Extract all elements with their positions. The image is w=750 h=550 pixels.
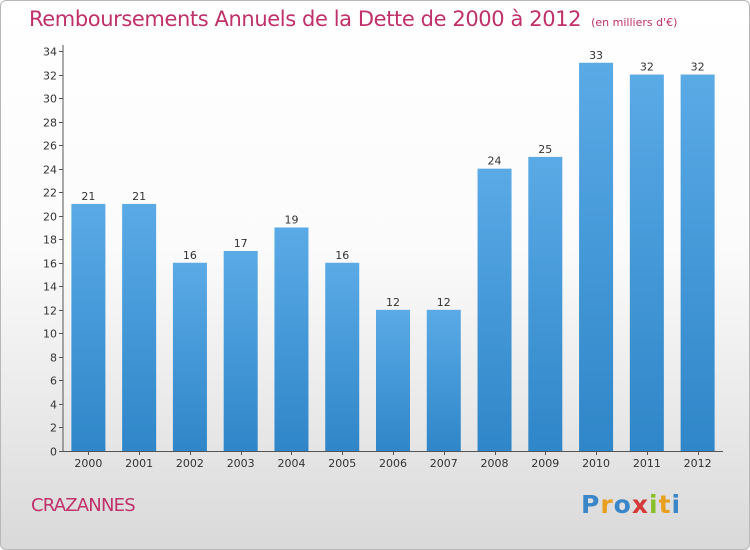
logo-letter: i	[671, 490, 682, 519]
proxiti-logo: Proxiti	[581, 490, 681, 519]
bar-value-label: 16	[335, 249, 349, 262]
bar-value-label: 17	[234, 237, 248, 250]
bar	[71, 203, 106, 451]
bar-value-label: 12	[437, 296, 451, 309]
bar-value-label: 19	[284, 213, 298, 226]
logo-letter: t	[658, 490, 672, 519]
y-tick-label: 14	[43, 281, 57, 294]
y-tick-label: 0	[50, 446, 57, 459]
y-tick-label: 4	[50, 399, 57, 412]
bar	[223, 251, 258, 451]
y-tick-label: 10	[43, 328, 57, 341]
bar	[680, 74, 715, 451]
logo-letter: P	[581, 490, 601, 519]
bar	[122, 203, 157, 451]
chart-subtitle: (en milliers d'€)	[591, 16, 678, 29]
x-tick-label: 2002	[176, 457, 204, 470]
y-tick-label: 6	[50, 375, 57, 388]
bar	[528, 156, 563, 451]
logo-letter: i	[649, 490, 659, 519]
y-tick-label: 32	[43, 70, 57, 83]
bar-value-label: 25	[538, 143, 552, 156]
x-tick-label: 2000	[74, 457, 102, 470]
bar-value-label: 32	[691, 61, 705, 74]
bar	[376, 309, 410, 451]
x-axis: 2000 2001 2002 2003 2004 2005 2006 2007 2008 2009…	[63, 451, 723, 470]
y-tick-label: 16	[43, 258, 57, 271]
logo-letter: r	[600, 490, 614, 519]
bar-value-label: 21	[132, 190, 146, 203]
y-tick-label: 22	[43, 187, 57, 200]
bar-value-label: 32	[640, 61, 654, 74]
bar-value-label: 24	[488, 155, 502, 168]
y-tick-label: 12	[43, 305, 57, 318]
chart-title: Remboursements Annuels de la Dette de 20…	[29, 7, 677, 31]
x-tick-label: 2011	[633, 457, 661, 470]
logo-letter: x	[631, 490, 649, 519]
x-tick-label: 2010	[582, 457, 610, 470]
x-tick-label: 2009	[531, 457, 559, 470]
bar-value-label: 33	[589, 49, 603, 62]
title-text: Remboursements Annuels de la Dette de 20…	[29, 7, 582, 31]
x-tick-label: 2012	[684, 457, 712, 470]
bar	[477, 168, 512, 451]
x-tick-label: 2008	[481, 457, 509, 470]
x-tick-label: 2006	[379, 457, 407, 470]
y-tick-label: 34	[43, 46, 57, 59]
bar-value-label: 16	[183, 249, 197, 262]
bar	[579, 62, 614, 451]
bar	[629, 74, 664, 451]
y-tick-label: 18	[43, 234, 57, 247]
y-tick-label: 2	[50, 422, 57, 435]
x-tick-label: 2001	[125, 457, 153, 470]
x-tick-label: 2005	[328, 457, 356, 470]
y-tick-label: 24	[43, 164, 57, 177]
y-tick-label: 8	[50, 352, 57, 365]
x-tick-label: 2003	[227, 457, 255, 470]
bars: 21 21 16 17 19 16 12 12 24 25 33 32 32	[71, 49, 715, 451]
town-name: CRAZANNES	[31, 495, 136, 516]
y-tick-label: 28	[43, 117, 57, 130]
x-tick-label: 2007	[430, 457, 458, 470]
logo-letter: o	[613, 490, 632, 519]
y-tick-label: 26	[43, 140, 57, 153]
bar	[274, 227, 309, 451]
bar	[325, 262, 360, 451]
y-tick-label: 20	[43, 211, 57, 224]
bar	[426, 309, 461, 451]
bar-value-label: 12	[386, 296, 400, 309]
y-tick-label: 30	[43, 93, 57, 106]
bar	[172, 262, 207, 451]
bar-value-label: 21	[81, 190, 95, 203]
x-tick-label: 2004	[277, 457, 305, 470]
